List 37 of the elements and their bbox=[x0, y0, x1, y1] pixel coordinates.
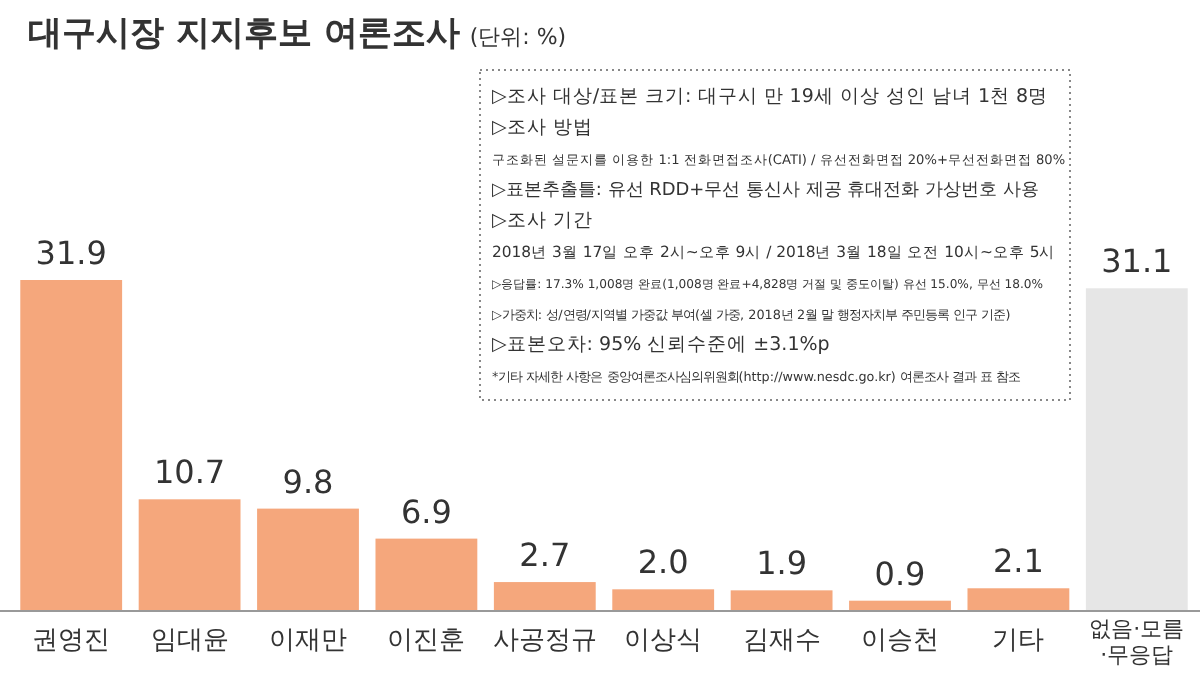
chart-subtitle: (단위: %) bbox=[469, 24, 567, 50]
data-label: 2.1 bbox=[992, 542, 1044, 581]
bar bbox=[849, 600, 951, 610]
bar bbox=[138, 499, 241, 610]
data-label: 2.0 bbox=[637, 543, 689, 582]
data-label: 2.7 bbox=[519, 536, 571, 575]
bar bbox=[730, 590, 833, 610]
x-tick-label: 권영진 bbox=[32, 626, 111, 656]
bar bbox=[375, 538, 478, 610]
text: ▷조사 대상/표본 크기: 대구시 만 19세 이상 성인 남녀 1천 8명 bbox=[492, 86, 1049, 108]
bar bbox=[493, 582, 596, 610]
text: ▷표본추출틀: 유선 RDD+무선 통신사 제공 휴대전화 가상번호 사용 bbox=[492, 181, 1039, 201]
x-tick-label: 이승천 bbox=[861, 626, 939, 656]
data-label: 10.7 bbox=[153, 453, 226, 492]
data-label: 6.9 bbox=[400, 492, 452, 531]
x-tick-label: 이진훈 bbox=[387, 626, 466, 656]
bar bbox=[257, 508, 359, 610]
x-tick-label: 이재만 bbox=[269, 626, 347, 656]
bar bbox=[967, 588, 1070, 610]
data-label: 0.9 bbox=[874, 554, 926, 593]
bar bbox=[20, 280, 123, 610]
data-label: 31.1 bbox=[1101, 242, 1173, 281]
x-tick-label: 기타 bbox=[992, 626, 1045, 656]
bar bbox=[1085, 288, 1188, 610]
data-label: 31.9 bbox=[35, 234, 107, 272]
data-label: 1.9 bbox=[756, 544, 808, 583]
data-label: 9.8 bbox=[282, 462, 334, 501]
text: ▷조사 방법 bbox=[492, 117, 593, 139]
annotation: ▷표본오차: 95% 신뢰수준에 ±3.1%p bbox=[492, 334, 830, 356]
x-tick-label: 없음·모름 ·무응답 bbox=[1089, 616, 1185, 668]
text: ▷조사 기간 bbox=[492, 210, 593, 232]
x-tick-label: 임대윤 bbox=[150, 626, 229, 656]
x-tick-label: 김재수 bbox=[742, 626, 821, 656]
chart-title: 대구시장 지지후보 여론조사 bbox=[28, 14, 460, 54]
x-tick-label: 사공정규 bbox=[492, 626, 597, 656]
x-tick-label: 이상식 bbox=[624, 626, 703, 656]
bar bbox=[612, 589, 715, 610]
